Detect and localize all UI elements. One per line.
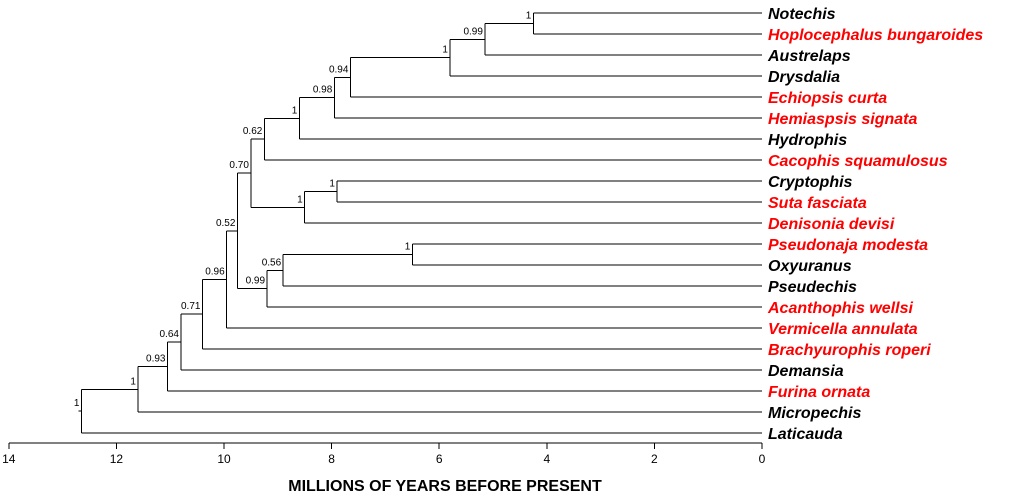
taxon-label: Pseudechis: [768, 279, 857, 296]
support-label: 0.96: [205, 266, 225, 277]
axis-tick-label: 4: [543, 452, 550, 466]
support-label: 0.94: [329, 64, 349, 75]
axis-tick-label: 14: [2, 452, 16, 466]
time-axis: 14 12 10 8 6 4 2 0: [2, 442, 766, 466]
support-label: 0.52: [216, 218, 236, 229]
taxon-label: Pseudonaja modesta: [768, 237, 928, 254]
taxon-label: Hoplocephalus bungaroides: [768, 27, 983, 44]
support-label: 0.56: [262, 257, 282, 268]
support-label: 1: [130, 376, 136, 387]
taxon-label: Demansia: [768, 363, 844, 380]
support-label: 0.98: [313, 85, 333, 96]
axis-tick-label: 0: [759, 452, 766, 466]
support-label: 1: [74, 398, 80, 409]
taxon-label: Furina ornata: [768, 384, 870, 401]
support-label: 0.71: [181, 301, 201, 312]
support-label: 1: [292, 105, 298, 116]
taxon-label: Hemiaspsis signata: [768, 111, 918, 128]
axis-tick-label: 2: [651, 452, 658, 466]
support-label: 0.99: [463, 26, 483, 37]
taxon-label: Vermicella annulata: [768, 321, 918, 338]
support-label: 1: [442, 45, 448, 56]
taxon-label: Drysdalia: [768, 69, 840, 86]
taxon-label: Notechis: [768, 6, 836, 23]
taxon-label: Cryptophis: [768, 174, 853, 191]
support-label: 0.99: [246, 276, 266, 287]
taxon-label: Acanthophis wellsi: [767, 300, 913, 317]
axis-tick-label: 8: [328, 452, 335, 466]
taxon-label: Austrelaps: [767, 48, 851, 65]
taxon-labels: Notechis Hoplocephalus bungaroides Austrel…: [767, 6, 983, 443]
taxon-label: Laticauda: [768, 426, 843, 443]
support-label: 0.64: [159, 329, 179, 340]
axis-tick-label: 12: [110, 452, 124, 466]
taxon-label: Hydrophis: [768, 132, 847, 149]
support-label: 1: [526, 11, 532, 22]
support-label: 1: [329, 179, 335, 190]
axis-title: MILLIONS OF YEARS BEFORE PRESENT: [288, 478, 602, 495]
tree-branches: [78, 12, 762, 434]
taxon-label: Echiopsis curta: [768, 90, 887, 107]
taxon-label: Micropechis: [768, 405, 861, 422]
taxon-label: Suta fasciata: [768, 195, 867, 212]
support-label: 1: [297, 194, 303, 205]
axis-ticks: 14 12 10 8 6 4 2 0: [2, 443, 766, 466]
taxon-label: Denisonia devisi: [768, 216, 895, 233]
axis-tick-label: 10: [217, 452, 231, 466]
taxon-label: Oxyuranus: [768, 258, 852, 275]
taxon-label: Brachyurophis roperi: [768, 342, 931, 359]
support-label: 0.70: [229, 160, 249, 171]
support-label: 1: [405, 242, 411, 253]
axis-tick-label: 6: [436, 452, 443, 466]
support-label: 0.93: [146, 354, 166, 365]
taxon-label: Cacophis squamulosus: [768, 153, 948, 170]
support-label: 0.62: [243, 126, 263, 137]
support-values: 1 0.99 1 0.94 0.98 1 0.62 1 1 0.70 1 0.56 0.99 0.52 0.…: [74, 11, 532, 410]
